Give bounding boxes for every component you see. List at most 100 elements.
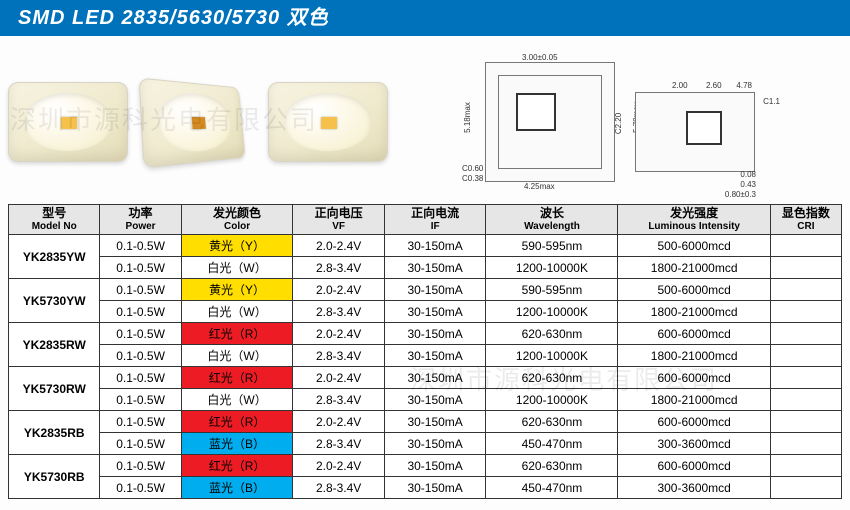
header-cn: 波长 bbox=[490, 207, 613, 221]
wavelength-cell: 620-630nm bbox=[486, 323, 618, 345]
col-header: 型号Model No bbox=[9, 205, 100, 235]
table-row: YK2835YW0.1-0.5W黄光（Y）2.0-2.4V30-150mA590… bbox=[9, 235, 842, 257]
dim-thick1: 0.08 bbox=[740, 170, 756, 179]
vf-cell: 2.8-3.4V bbox=[293, 301, 384, 323]
dim-side-c: C1.1 bbox=[763, 97, 780, 106]
dim-inner-h: 5.18max bbox=[463, 102, 472, 133]
if-cell: 30-150mA bbox=[384, 279, 486, 301]
if-cell: 30-150mA bbox=[384, 411, 486, 433]
led-chip-front-1 bbox=[8, 82, 128, 162]
wavelength-cell: 620-630nm bbox=[486, 367, 618, 389]
model-cell: YK5730RW bbox=[9, 367, 100, 411]
vf-cell: 2.0-2.4V bbox=[293, 411, 384, 433]
luminous-cell: 300-3600mcd bbox=[618, 433, 770, 455]
dim-top-width: 3.00±0.05 bbox=[522, 53, 558, 62]
dimension-diagrams: 3.00±0.05 5.70max 5.18max 4.25max C0.38 … bbox=[398, 62, 842, 182]
power-cell: 0.1-0.5W bbox=[100, 433, 181, 455]
cri-cell bbox=[770, 389, 841, 411]
header-en: Model No bbox=[13, 221, 95, 233]
cri-cell bbox=[770, 367, 841, 389]
color-cell: 黄光（Y） bbox=[181, 279, 293, 301]
color-cell: 白光（W） bbox=[181, 345, 293, 367]
vf-cell: 2.0-2.4V bbox=[293, 323, 384, 345]
cri-cell bbox=[770, 323, 841, 345]
table-row: YK5730RB0.1-0.5W红光（R）2.0-2.4V30-150mA620… bbox=[9, 455, 842, 477]
table-row: YK5730RW0.1-0.5W红光（R）2.0-2.4V30-150mA620… bbox=[9, 367, 842, 389]
power-cell: 0.1-0.5W bbox=[100, 477, 181, 499]
dim-side-h: 2.60 bbox=[706, 81, 722, 90]
color-cell: 红光（R） bbox=[181, 323, 293, 345]
if-cell: 30-150mA bbox=[384, 433, 486, 455]
header-en: Luminous Intensity bbox=[622, 221, 765, 233]
table-row: YK2835RB0.1-0.5W红光（R）2.0-2.4V30-150mA620… bbox=[9, 411, 842, 433]
if-cell: 30-150mA bbox=[384, 235, 486, 257]
color-cell: 红光（R） bbox=[181, 455, 293, 477]
header-cn: 显色指数 bbox=[775, 207, 837, 221]
color-cell: 白光（W） bbox=[181, 389, 293, 411]
header-cn: 正向电流 bbox=[389, 207, 482, 221]
cri-cell bbox=[770, 235, 841, 257]
vf-cell: 2.0-2.4V bbox=[293, 367, 384, 389]
color-cell: 白光（W） bbox=[181, 257, 293, 279]
luminous-cell: 600-6000mcd bbox=[618, 323, 770, 345]
luminous-cell: 600-6000mcd bbox=[618, 367, 770, 389]
wavelength-cell: 620-630nm bbox=[486, 411, 618, 433]
color-cell: 白光（W） bbox=[181, 301, 293, 323]
table-row: 0.1-0.5W白光（W）2.8-3.4V30-150mA1200-10000K… bbox=[9, 389, 842, 411]
wavelength-cell: 1200-10000K bbox=[486, 345, 618, 367]
dim-thick2: 0.43 bbox=[740, 180, 756, 189]
spec-table-head: 型号Model No功率Power 发光颜色Color 正向电压VF 正向电流IF 波长… bbox=[9, 205, 842, 235]
dim-side-g: 2.00 bbox=[672, 81, 688, 90]
title-bar: SMD LED 2835/5630/5730 双色 bbox=[0, 0, 850, 36]
cri-cell bbox=[770, 301, 841, 323]
dim-inner-w: 4.25max bbox=[524, 182, 555, 191]
col-header: 波长Wavelength bbox=[486, 205, 618, 235]
col-header: 正向电压VF bbox=[293, 205, 384, 235]
dim-corner: C0.60 bbox=[462, 164, 483, 173]
model-cell: YK2835RB bbox=[9, 411, 100, 455]
power-cell: 0.1-0.5W bbox=[100, 367, 181, 389]
vf-cell: 2.8-3.4V bbox=[293, 389, 384, 411]
wavelength-cell: 1200-10000K bbox=[486, 389, 618, 411]
cri-cell bbox=[770, 411, 841, 433]
header-cn: 发光强度 bbox=[622, 207, 765, 221]
col-header: 显色指数CRI bbox=[770, 205, 841, 235]
if-cell: 30-150mA bbox=[384, 367, 486, 389]
col-header: 功率Power bbox=[100, 205, 181, 235]
header-cn: 发光颜色 bbox=[186, 207, 289, 221]
luminous-cell: 300-3600mcd bbox=[618, 477, 770, 499]
table-row: 0.1-0.5W白光（W）2.8-3.4V30-150mA1200-10000K… bbox=[9, 257, 842, 279]
power-cell: 0.1-0.5W bbox=[100, 389, 181, 411]
header-en: Wavelength bbox=[490, 221, 613, 233]
if-cell: 30-150mA bbox=[384, 323, 486, 345]
header-en: IF bbox=[389, 221, 482, 233]
if-cell: 30-150mA bbox=[384, 389, 486, 411]
vf-cell: 2.8-3.4V bbox=[293, 433, 384, 455]
color-cell: 蓝光（B） bbox=[181, 433, 293, 455]
cri-cell bbox=[770, 455, 841, 477]
power-cell: 0.1-0.5W bbox=[100, 279, 181, 301]
dim-side-w: 4.78 bbox=[736, 81, 752, 90]
header-en: Color bbox=[186, 221, 289, 233]
if-cell: 30-150mA bbox=[384, 477, 486, 499]
led-chip-front-2 bbox=[268, 82, 388, 162]
luminous-cell: 1800-21000mcd bbox=[618, 301, 770, 323]
luminous-cell: 600-6000mcd bbox=[618, 411, 770, 433]
vf-cell: 2.0-2.4V bbox=[293, 279, 384, 301]
header-en: Power bbox=[104, 221, 176, 233]
table-row: 0.1-0.5W蓝光（B）2.8-3.4V30-150mA450-470nm30… bbox=[9, 477, 842, 499]
led-chip-angled bbox=[139, 77, 246, 168]
model-cell: YK5730YW bbox=[9, 279, 100, 323]
diagram-top-view: 3.00±0.05 5.70max 5.18max 4.25max C0.38 … bbox=[485, 62, 615, 182]
wavelength-cell: 1200-10000K bbox=[486, 301, 618, 323]
if-cell: 30-150mA bbox=[384, 455, 486, 477]
spec-table-body: YK2835YW0.1-0.5W黄光（Y）2.0-2.4V30-150mA590… bbox=[9, 235, 842, 499]
model-cell: YK5730RB bbox=[9, 455, 100, 499]
power-cell: 0.1-0.5W bbox=[100, 235, 181, 257]
vf-cell: 2.8-3.4V bbox=[293, 257, 384, 279]
cri-cell bbox=[770, 345, 841, 367]
wavelength-cell: 1200-10000K bbox=[486, 257, 618, 279]
luminous-cell: 1800-21000mcd bbox=[618, 389, 770, 411]
vf-cell: 2.8-3.4V bbox=[293, 345, 384, 367]
header-en: CRI bbox=[775, 221, 837, 233]
